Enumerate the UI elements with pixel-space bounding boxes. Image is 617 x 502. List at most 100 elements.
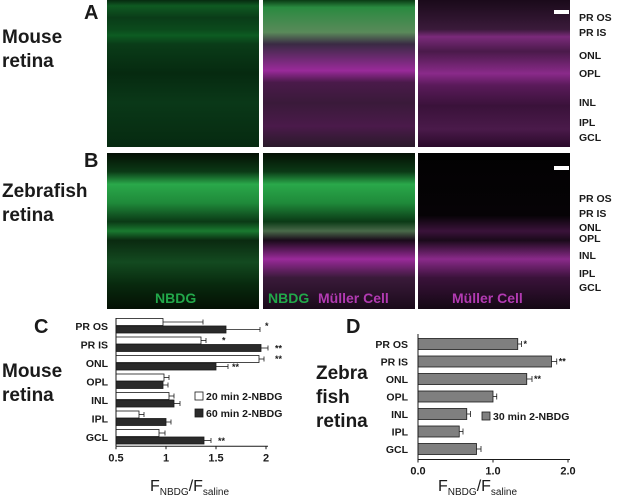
panel-a-title: Mouse retina (2, 26, 62, 74)
mouse-layer-pr-is: PR IS (579, 27, 607, 39)
panel-d-title-line1: Zebra (316, 363, 368, 384)
chart-c-bar (115, 344, 262, 352)
panel-b-title-line2: retina (2, 205, 54, 226)
chart-c-bar (115, 392, 170, 400)
chart-c-legend-label: 20 min 2-NBDG (206, 391, 282, 403)
chart-c-x-tick-label: 0.5 (108, 452, 123, 464)
chart-c-bar (115, 418, 167, 426)
zebrafish-layer-gcl: GCL (579, 282, 602, 294)
chart-c-bar (115, 336, 202, 345)
chart-c-xlabel-sub2: saline (202, 487, 230, 499)
panel-d-letter: D (346, 316, 361, 338)
chart-c-category-label: ONL (86, 358, 109, 370)
panel-b-title: Zebrafish retina (2, 180, 88, 228)
chart-c-category-label: GCL (86, 432, 109, 444)
mouse-layer-gcl: GCL (579, 132, 602, 144)
chart-d-x-tick-label: 2.0 (560, 466, 575, 478)
chart-c-bar (115, 436, 205, 445)
zebrafish-muller-label: Müller Cell (452, 290, 523, 306)
chart-d-bar (417, 373, 528, 385)
panel-b-letter: B (84, 150, 99, 172)
zebrafish-nbdg-image (107, 153, 259, 309)
chart-c-category-label: PR IS (81, 340, 108, 352)
chart-c-bar (115, 381, 164, 389)
panel-d-title: Zebra fish retina (316, 362, 368, 434)
chart-d-bar (417, 355, 552, 368)
zebrafish-layer-onl: ONL (579, 222, 602, 234)
chart-d-significance-mark: * (524, 339, 528, 349)
zebrafish-merge-nbdg-label: NBDG (268, 290, 310, 306)
chart-c-significance-mark: ** (218, 436, 226, 446)
panel-a-title-line1: Mouse (2, 27, 63, 48)
chart-d-category-label: ONL (386, 374, 409, 386)
chart-c-bar (115, 318, 164, 326)
chart-c-x-tick-label: 1 (163, 452, 169, 464)
chart-d-bar (417, 443, 477, 455)
chart-d-xlabel-sub2: saline (490, 487, 518, 499)
chart-d-xlabel-slash: /F (476, 478, 491, 495)
chart-c-xlabel-f: F (150, 478, 160, 495)
chart-c-legend-label: 60 min 2-NBDG (206, 408, 282, 420)
chart-d-category-label: OPL (386, 392, 408, 404)
chart-d-x-tick-label: 1.0 (485, 466, 500, 478)
chart-d-bar (417, 425, 460, 438)
zebrafish-layer-inl: INL (579, 250, 596, 262)
chart-c-xlabel-slash: /F (188, 478, 203, 495)
mouse-nbdg-image (107, 0, 259, 147)
chart-d-category-label: PR OS (375, 339, 408, 351)
zebrafish-merge-muller-label: Müller Cell (318, 290, 389, 306)
chart-d-significance-mark: ** (559, 357, 567, 367)
chart-c-x-tick-label: 1.5 (208, 452, 223, 464)
mouse-layer-opl: OPL (579, 68, 601, 80)
chart-c-bar (115, 373, 165, 382)
mouse-layer-pr-os: PR OS (579, 12, 612, 24)
chart-d-xlabel-sub1: NBDG (447, 487, 477, 499)
zebrafish-layer-opl: OPL (579, 233, 601, 245)
chart-c-significance-mark: ** (232, 362, 240, 372)
mouse-layer-ipl: IPL (579, 117, 596, 129)
chart-c-bar (115, 410, 140, 419)
panel-c-title: Mouse retina (2, 360, 62, 408)
chart-c-legend-swatch (194, 408, 204, 418)
zebrafish-scale-bar (554, 166, 569, 170)
chart-c-bar (115, 325, 227, 334)
chart-d-legend-swatch (481, 411, 491, 421)
chart-c-bar (115, 429, 160, 437)
chart-d-category-label: INL (391, 409, 409, 421)
chart-d-xlabel: FNBDG/Fsaline (438, 478, 517, 498)
chart-d-significance-mark: ** (534, 374, 542, 384)
mouse-layer-inl: INL (579, 97, 596, 109)
zebrafish-merge-image (263, 153, 415, 309)
panel-c-letter: C (34, 316, 49, 338)
chart-c-category-label: OPL (86, 377, 108, 389)
zebrafish-layer-ipl: IPL (579, 268, 596, 280)
panel-d-title-line3: retina (316, 411, 368, 432)
chart-d-category-label: IPL (392, 427, 409, 439)
chart-c-xlabel-sub1: NBDG (159, 487, 189, 499)
mouse-merge-image (263, 0, 415, 147)
panel-c-title-line1: Mouse (2, 361, 63, 382)
chart-d-category-label: PR IS (381, 357, 408, 369)
mouse-muller-image (418, 0, 570, 147)
chart-c-legend-swatch (194, 391, 204, 401)
panel-c-title-line2: retina (2, 385, 54, 406)
chart-c-significance-mark: * (265, 321, 269, 331)
chart-c-category-label: INL (91, 395, 109, 407)
panel-a-title-line2: retina (2, 51, 54, 72)
mouse-layer-onl: ONL (579, 50, 602, 62)
chart-c-bar (115, 399, 175, 408)
chart-c-bar (115, 362, 217, 371)
chart-d-bar (417, 408, 468, 420)
chart-c-significance-mark: ** (275, 344, 283, 354)
zebrafish-muller-image (418, 153, 570, 309)
panel-b-title-line1: Zebrafish (2, 181, 88, 202)
chart-c-xlabel: FNBDG/Fsaline (150, 478, 229, 498)
chart-d-x-tick-label: 0.0 (410, 466, 425, 478)
chart-d-legend-label: 30 min 2-NBDG (493, 411, 569, 423)
chart-c-category-label: IPL (92, 414, 109, 426)
chart-c-category-label: PR OS (75, 321, 108, 333)
chart-c-significance-mark: ** (275, 354, 283, 364)
chart-d-xlabel-f: F (438, 478, 448, 495)
mouse-scale-bar (554, 10, 569, 14)
